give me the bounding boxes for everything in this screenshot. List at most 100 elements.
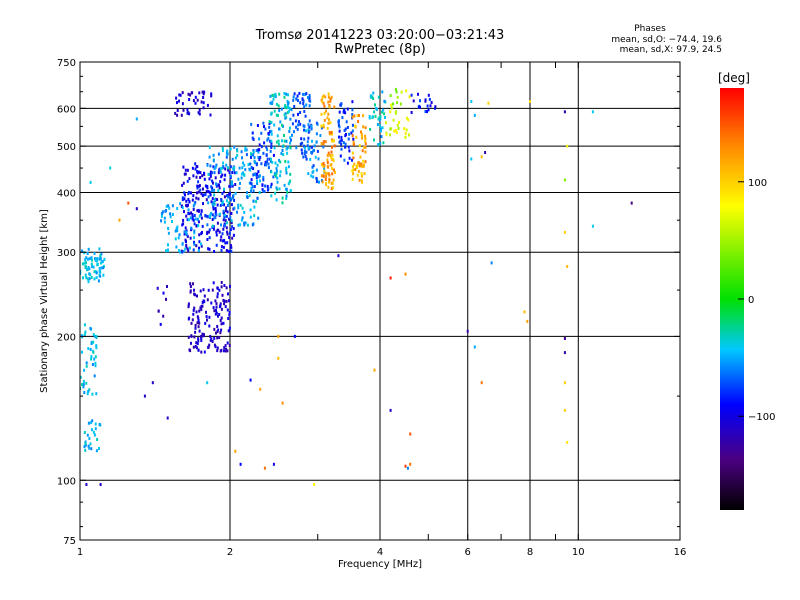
data-point	[346, 126, 349, 129]
data-point	[176, 207, 179, 210]
data-point	[205, 310, 207, 314]
data-point	[193, 306, 196, 310]
data-point	[223, 346, 226, 350]
data-point	[405, 89, 408, 93]
data-point	[197, 220, 200, 224]
data-point	[591, 224, 594, 228]
data-point	[203, 171, 205, 175]
data-point	[215, 311, 218, 315]
data-point	[278, 159, 280, 162]
data-point	[214, 176, 217, 180]
data-point	[252, 153, 255, 157]
data-point	[470, 100, 473, 103]
data-point	[242, 171, 245, 175]
data-point	[200, 339, 203, 342]
data-point	[195, 196, 198, 200]
data-point	[233, 145, 236, 149]
data-point	[267, 132, 270, 136]
data-point	[314, 155, 317, 159]
data-point	[198, 240, 201, 244]
data-point	[213, 198, 216, 202]
data-point	[252, 173, 255, 177]
data-point	[230, 221, 233, 225]
data-point	[216, 349, 219, 353]
data-point	[200, 336, 203, 340]
data-point	[86, 257, 89, 261]
data-point	[250, 189, 252, 193]
data-point	[371, 95, 374, 99]
data-point	[276, 176, 279, 180]
data-point	[426, 110, 428, 114]
data-point	[287, 109, 290, 113]
data-point	[315, 140, 318, 144]
data-point	[184, 172, 187, 176]
data-point	[218, 336, 221, 339]
data-point	[87, 389, 90, 393]
data-point	[428, 97, 431, 101]
data-point	[83, 391, 86, 394]
data-point	[179, 93, 182, 97]
data-point	[200, 216, 203, 220]
data-point	[206, 230, 209, 234]
data-point	[303, 105, 306, 109]
data-point	[324, 172, 327, 176]
data-point	[85, 261, 88, 265]
data-point	[251, 131, 254, 135]
data-point	[227, 201, 230, 205]
data-point	[163, 216, 166, 220]
data-point	[85, 381, 88, 385]
data-point	[466, 329, 469, 333]
data-point	[253, 205, 256, 209]
data-point	[331, 145, 333, 149]
data-point	[228, 326, 231, 330]
data-point	[229, 184, 232, 188]
data-point	[181, 91, 184, 95]
data-point	[168, 206, 171, 210]
data-point	[268, 130, 271, 134]
data-point	[289, 172, 292, 176]
data-point	[178, 233, 181, 237]
data-point	[196, 186, 199, 190]
data-point	[265, 153, 268, 157]
data-point	[268, 125, 271, 129]
data-point	[323, 111, 326, 115]
data-point	[95, 276, 98, 280]
data-point	[184, 168, 187, 172]
data-point	[192, 99, 195, 103]
data-point	[344, 145, 347, 149]
data-point	[253, 214, 256, 218]
data-point	[270, 129, 273, 133]
data-point	[183, 191, 186, 195]
data-point	[228, 344, 231, 347]
data-point	[222, 227, 225, 231]
data-point	[252, 149, 255, 153]
data-point	[95, 346, 98, 350]
data-point	[285, 139, 288, 143]
data-point	[135, 207, 138, 211]
data-point	[195, 346, 198, 350]
colorbar-tick-label: 0	[748, 295, 754, 306]
data-point	[255, 149, 258, 152]
data-point	[206, 298, 209, 302]
data-point	[317, 157, 320, 161]
data-point	[283, 105, 286, 109]
data-point	[176, 229, 179, 233]
data-point	[249, 215, 252, 219]
data-point	[192, 312, 195, 316]
data-point	[327, 185, 330, 189]
data-point	[225, 347, 227, 351]
data-point	[354, 124, 357, 128]
data-point	[224, 167, 227, 171]
data-point	[208, 155, 211, 159]
data-point	[219, 238, 222, 242]
data-point	[223, 190, 225, 194]
data-point	[215, 233, 218, 237]
data-point	[216, 221, 219, 225]
data-point	[211, 197, 214, 201]
data-point	[364, 126, 367, 130]
data-point	[83, 445, 86, 449]
data-point	[98, 447, 100, 450]
data-point	[308, 96, 311, 99]
data-point	[233, 171, 236, 175]
data-point	[226, 249, 229, 253]
